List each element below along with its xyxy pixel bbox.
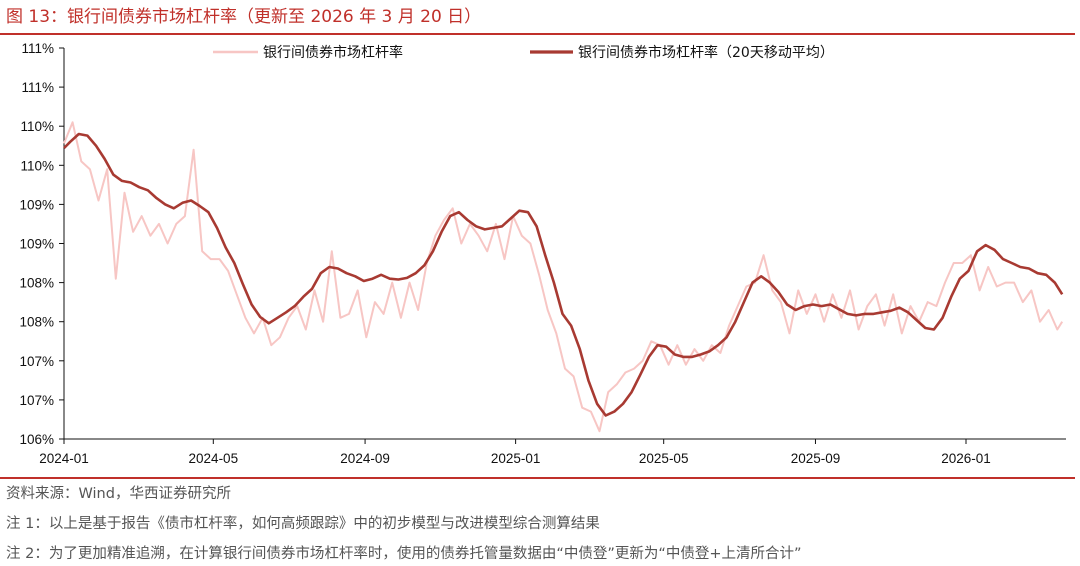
x-tick-label: 2025-09 xyxy=(791,451,841,466)
y-tick-label: 107% xyxy=(19,393,54,408)
title-rule xyxy=(0,33,1075,35)
y-tick-label: 107% xyxy=(19,354,54,369)
y-tick-label: 110% xyxy=(20,119,54,134)
chart-axes: 106% 107% 107% 108% 108% 109% 109% 110% 110% 111%… xyxy=(19,41,1066,466)
y-tick-label: 108% xyxy=(19,315,54,330)
legend-label-ma20: 银行间债券市场杠杆率（20天移动平均） xyxy=(578,44,834,61)
series-line-ma20 xyxy=(63,132,1064,417)
source-note: 资料来源：Wind，华西证券研究所 xyxy=(6,486,231,502)
legend-label-daily: 银行间债券市场杠杆率 xyxy=(263,44,403,61)
y-tick-label: 106% xyxy=(19,432,54,447)
x-tick-label: 2025-05 xyxy=(639,451,689,466)
y-tick-label: 111% xyxy=(21,80,54,95)
footer-rule xyxy=(0,477,1075,479)
x-tick-label: 2024-05 xyxy=(189,451,239,466)
y-tick-label: 108% xyxy=(19,276,54,291)
y-tick-label: 109% xyxy=(19,237,54,252)
x-tick-label: 2026-01 xyxy=(941,451,991,466)
footnote-2: 注 2：为了更加精准追溯，在计算银行间债券市场杠杆率时，使用的债券托管量数据由“… xyxy=(6,546,802,562)
footnote-1: 注 1：以上是基于报告《债市杠杆率，如何高频跟踪》中的初步模型与改进模型综合测算… xyxy=(6,516,600,532)
x-tick-label: 2024-01 xyxy=(39,451,89,466)
series-layer xyxy=(63,121,1064,433)
series-line-daily xyxy=(63,121,1064,433)
y-tick-label: 110% xyxy=(20,158,54,173)
y-tick-label: 109% xyxy=(19,197,54,212)
x-tick-label: 2024-09 xyxy=(340,451,390,466)
x-tick-label: 2025-01 xyxy=(491,451,541,466)
figure-title: 图 13：银行间债券市场杠杆率（更新至 2026 年 3 月 20 日） xyxy=(6,7,482,27)
y-tick-label: 111% xyxy=(21,41,54,56)
chart-legend: 银行间债券市场杠杆率 银行间债券市场杠杆率（20天移动平均） xyxy=(213,44,834,61)
chart: 106% 107% 107% 108% 108% 109% 109% 110% 110% 111%… xyxy=(19,41,1066,466)
